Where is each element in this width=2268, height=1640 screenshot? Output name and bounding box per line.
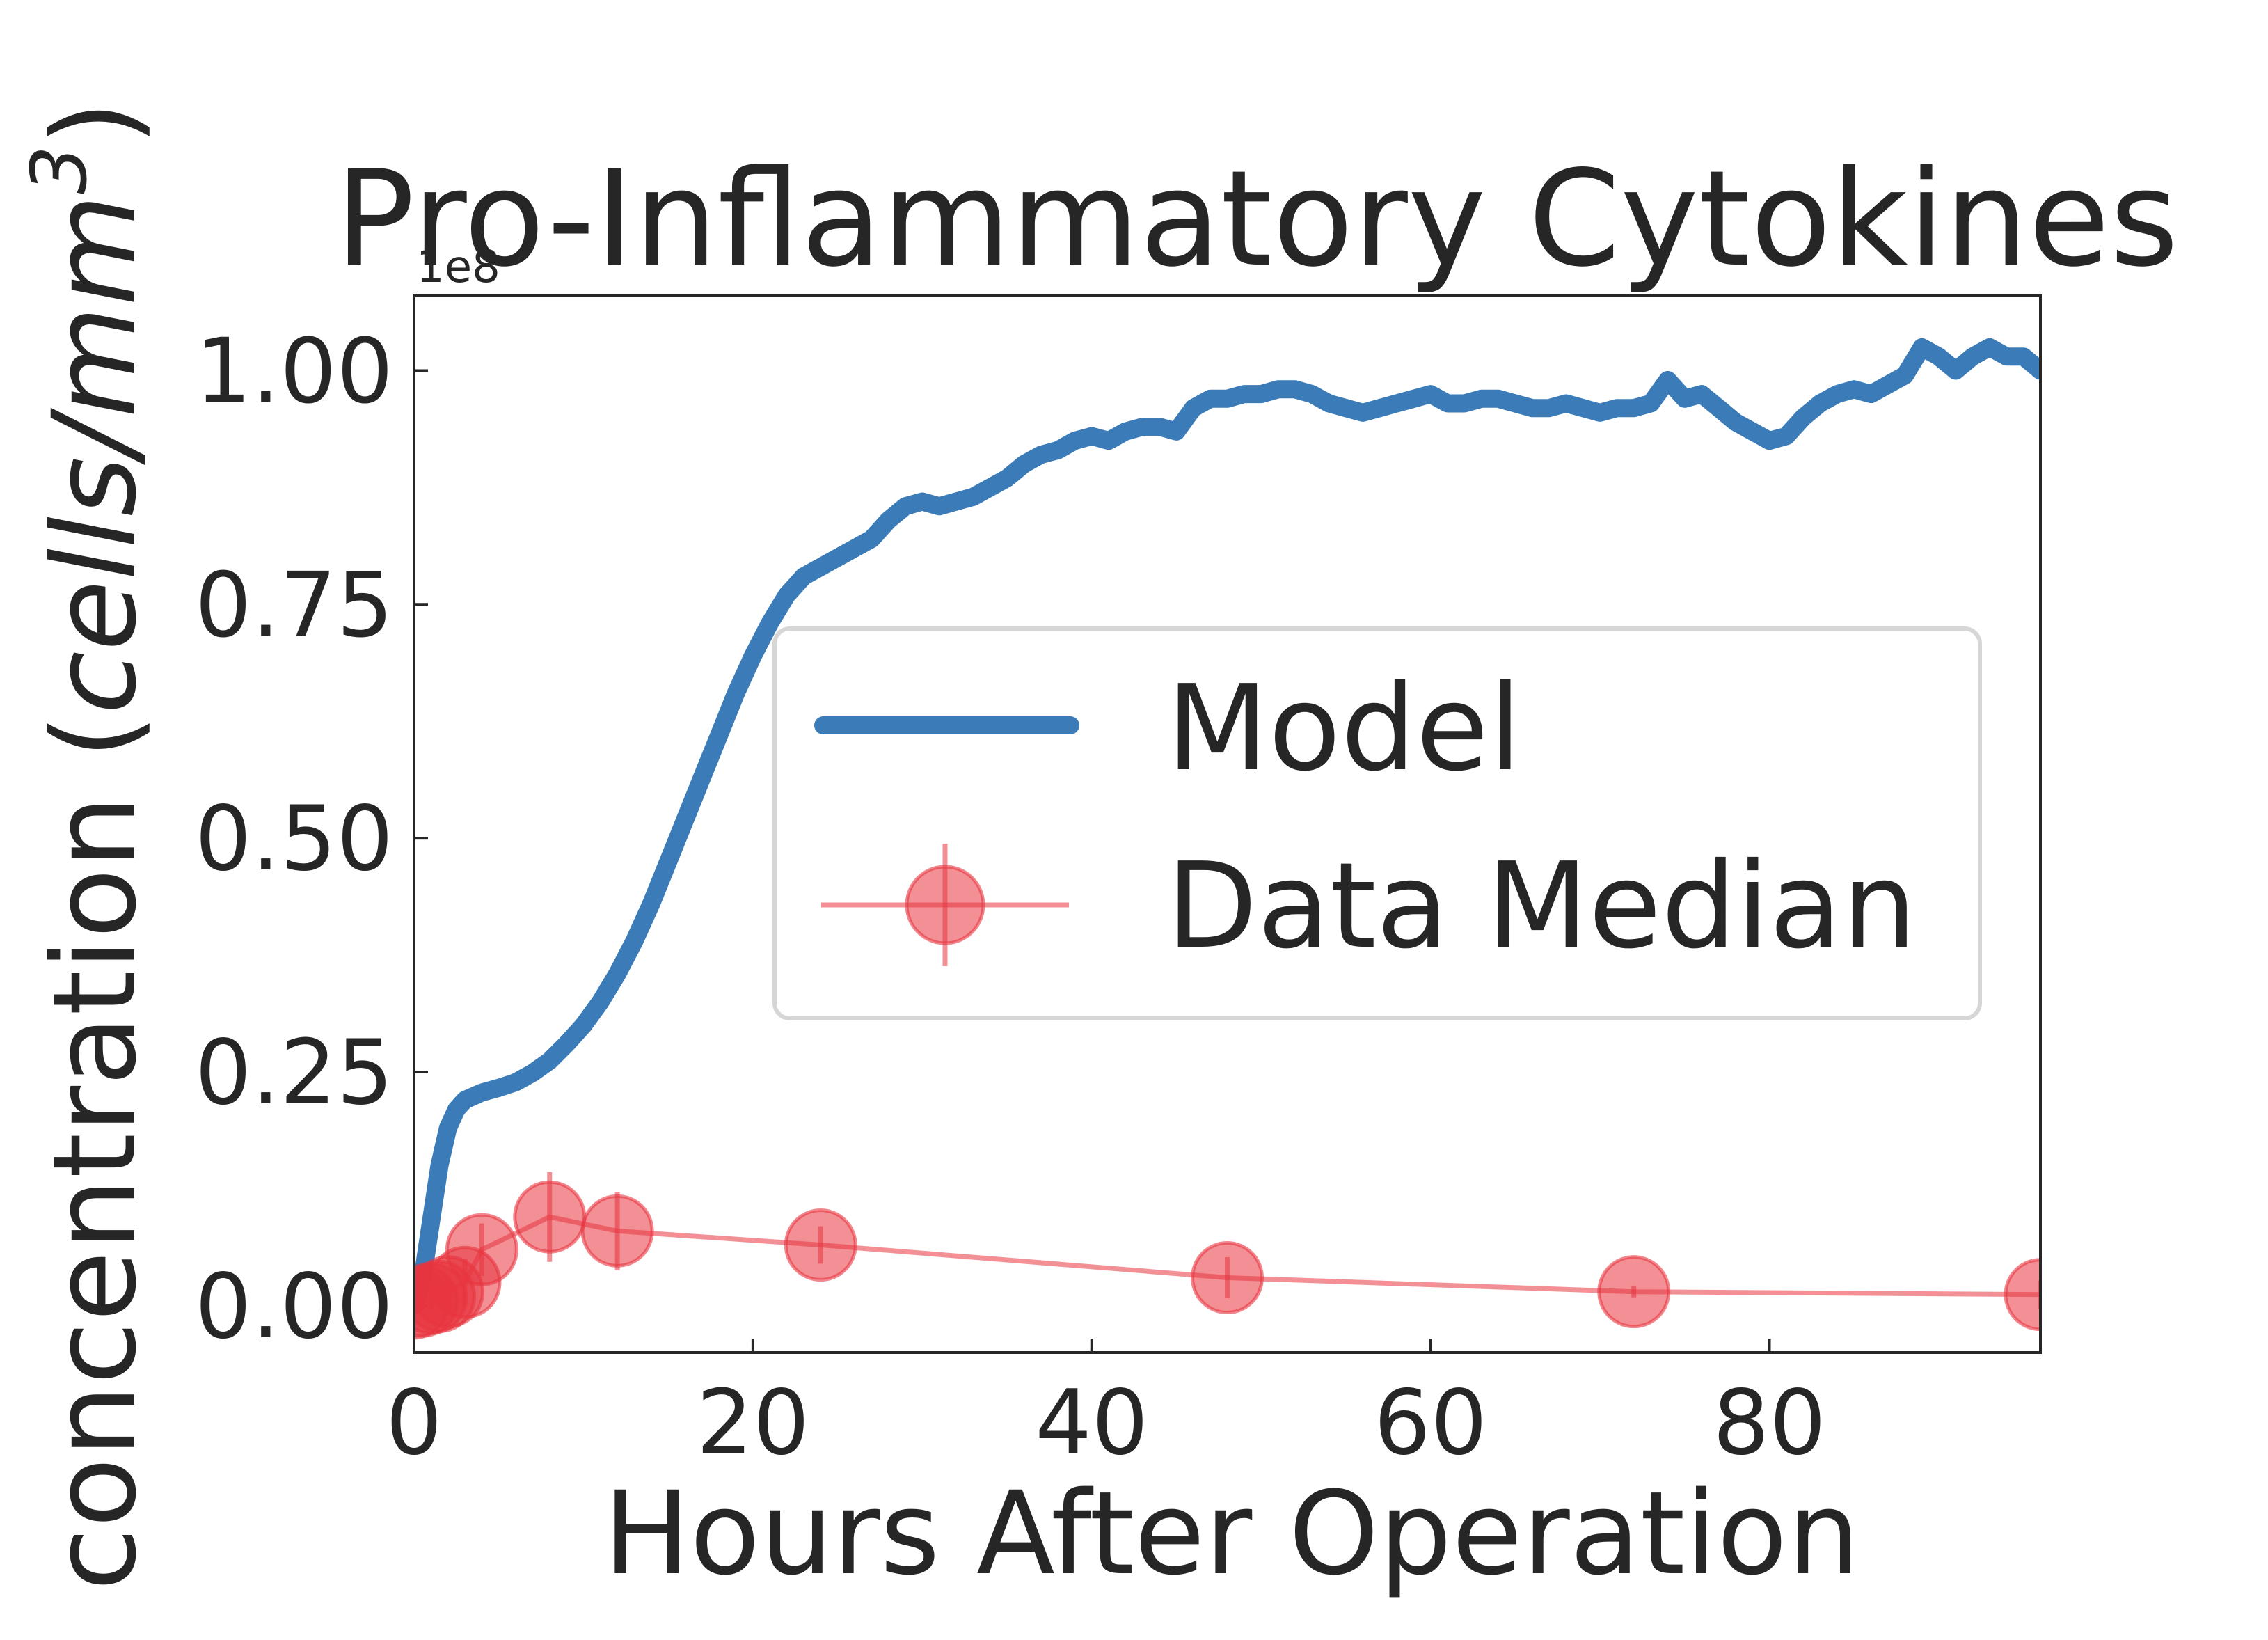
data-median-point [2004,1258,2040,1332]
y-axis-label-unit: cells/mm [28,194,161,714]
x-tick-label: 20 [696,1371,809,1475]
y-tick-label: 1.00 [195,320,393,423]
model-series-line [414,338,2040,1315]
plot-frame [413,294,2042,1354]
y-axis-label-exponent: 3 [15,145,104,194]
y-axis-label-main: concentration ( [28,714,161,1591]
data-median-point [1597,1255,1671,1329]
legend-data-median-marker [905,865,985,945]
data-median-points [414,1172,2040,1340]
data-median-point [784,1208,857,1282]
x-tick-label: 0 [386,1371,442,1475]
data-median-point [1191,1241,1264,1315]
x-tick-label: 60 [1374,1371,1487,1475]
x-axis-label: Hours After Operation [603,1467,1860,1600]
legend-data-median-label: Data Median [1166,837,1917,975]
y-ticks: 0.00 0.25 0.50 0.75 1.00 [195,320,428,1359]
data-median-point [513,1180,587,1254]
x-ticks: 0 20 40 60 80 [386,1339,1826,1475]
x-tick-label: 40 [1035,1371,1148,1475]
y-tick-label: 0.75 [195,553,393,657]
legend-model-label: Model [1166,660,1521,798]
y-tick-label: 0.00 [195,1255,393,1359]
svg-text:concentration (cells/mm3): concentration (cells/mm3) [15,101,161,1591]
legend: Model Data Median [772,626,1982,1020]
y-axis-label-close: ) [28,101,161,145]
data-median-point [580,1194,654,1268]
y-axis-label: concentration (cells/mm3) [15,101,161,1591]
y-offset-label: 1e8 [416,242,500,293]
x-tick-label: 80 [1713,1371,1826,1475]
data-median-point [445,1213,518,1286]
y-tick-label: 0.50 [195,787,393,891]
y-tick-label: 0.25 [195,1021,393,1125]
chart-title: Pro-Inflammatory Cytokines [335,142,2178,296]
